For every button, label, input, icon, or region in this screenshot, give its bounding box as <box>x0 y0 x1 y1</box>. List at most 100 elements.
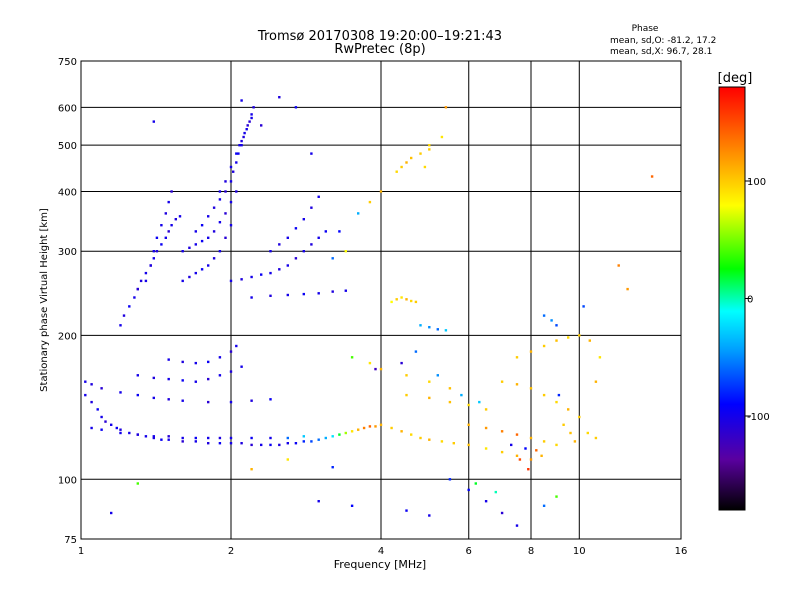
data-point <box>350 504 354 507</box>
data-point <box>390 300 393 304</box>
data-point <box>167 438 170 441</box>
data-point <box>540 454 543 457</box>
data-point <box>242 135 245 139</box>
data-point <box>181 440 184 443</box>
data-point <box>122 314 126 317</box>
data-point <box>428 148 431 151</box>
data-point <box>260 273 263 276</box>
data-point <box>100 387 103 390</box>
data-point <box>224 236 227 239</box>
data-point <box>302 440 305 443</box>
data-point <box>395 170 398 173</box>
data-point <box>390 426 393 430</box>
data-point <box>542 314 546 317</box>
data-point <box>181 250 184 253</box>
data-point <box>524 447 527 450</box>
data-point <box>338 433 341 436</box>
data-point <box>278 443 281 447</box>
data-point <box>152 257 155 260</box>
data-point <box>181 436 184 440</box>
data-point <box>194 243 197 246</box>
y-tick-label: 750 <box>58 57 77 68</box>
data-point <box>200 268 204 271</box>
data-point <box>152 120 155 123</box>
data-point <box>500 511 504 515</box>
data-point <box>240 144 243 147</box>
data-point <box>555 339 558 342</box>
data-point <box>410 433 413 436</box>
data-point <box>207 215 210 218</box>
stats-line-o: mean, sd,O: -81.2, 17.2 <box>610 36 716 46</box>
data-point <box>294 257 298 260</box>
data-point <box>119 324 122 327</box>
data-point <box>594 380 598 383</box>
stats-line-x: mean, sd,X: 96.7, 28.1 <box>610 47 712 57</box>
data-point <box>317 292 320 295</box>
data-point <box>167 398 170 401</box>
data-point <box>235 190 238 193</box>
data-point <box>586 431 589 435</box>
data-point <box>448 387 452 390</box>
data-point <box>557 393 561 397</box>
data-point <box>181 399 184 402</box>
data-point <box>96 408 99 411</box>
data-point <box>324 436 327 440</box>
data-point <box>207 360 210 364</box>
colorbar-label: [deg] <box>718 71 753 86</box>
data-point <box>542 504 546 507</box>
data-point <box>181 279 184 283</box>
data-point <box>84 393 87 397</box>
data-point <box>229 180 233 183</box>
data-point <box>167 435 170 438</box>
data-point <box>136 393 139 397</box>
data-point <box>181 360 184 364</box>
data-point <box>100 428 103 431</box>
data-point <box>515 383 519 386</box>
data-point <box>562 423 565 426</box>
data-point <box>119 431 122 435</box>
data-point <box>136 374 139 377</box>
data-point <box>224 190 227 193</box>
x-tick-label: 16 <box>675 546 688 557</box>
data-point <box>167 358 170 361</box>
data-point <box>229 279 233 283</box>
data-point <box>115 426 118 430</box>
data-point <box>119 391 122 394</box>
data-point <box>229 400 233 404</box>
data-point <box>194 230 197 233</box>
data-point <box>484 500 488 503</box>
data-point <box>374 367 377 371</box>
data-point <box>152 250 155 253</box>
data-point <box>302 218 305 221</box>
data-point <box>246 124 249 127</box>
data-point <box>194 436 197 440</box>
data-point <box>170 190 173 193</box>
data-point <box>269 398 272 401</box>
data-point <box>529 350 533 353</box>
data-point <box>167 230 170 233</box>
colorbar-ticks: 100 0 -100 <box>745 177 770 423</box>
data-point <box>529 436 533 440</box>
data-point <box>500 450 504 454</box>
data-point <box>302 292 305 296</box>
data-point <box>357 428 360 431</box>
data-point <box>194 440 197 443</box>
data-point <box>243 131 246 135</box>
data-point <box>405 374 408 377</box>
data-point <box>188 246 191 249</box>
data-point <box>567 336 570 339</box>
data-point <box>302 250 305 253</box>
data-point <box>529 387 533 390</box>
data-point <box>344 289 347 292</box>
data-point <box>218 436 222 440</box>
data-point <box>515 356 519 359</box>
colorbar-tick-label: -100 <box>747 412 770 423</box>
data-point <box>410 156 413 160</box>
data-point <box>500 380 504 383</box>
data-point <box>428 396 431 400</box>
data-point <box>582 305 585 308</box>
data-point <box>331 257 334 260</box>
colorbar-tick-label: 0 <box>747 295 753 306</box>
data-point <box>414 300 418 304</box>
data-point <box>218 190 222 193</box>
